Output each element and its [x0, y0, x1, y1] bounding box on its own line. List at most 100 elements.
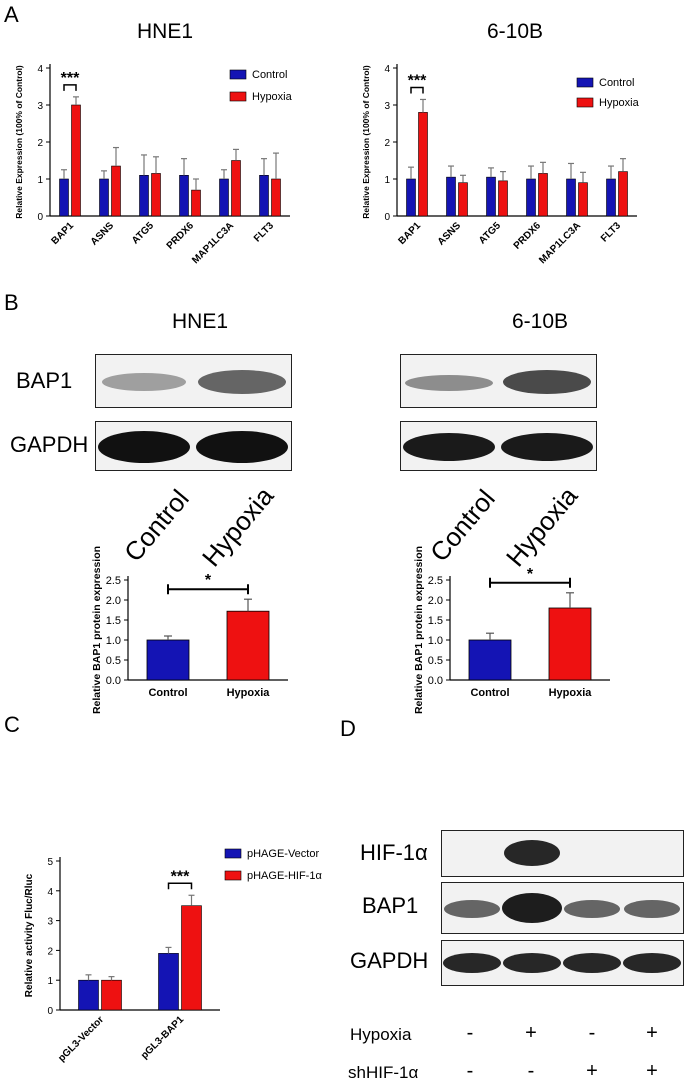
bar-Control: [468, 639, 512, 681]
significance-label: *: [205, 572, 212, 589]
blot-label-d-gapdh: GAPDH: [350, 948, 429, 973]
legend-swatch-pHAGE-HIF-1α: [224, 870, 242, 881]
bar-BAP1-Hypoxia: [71, 104, 81, 217]
blot-d-gapdh-bands: [443, 953, 681, 973]
x-tick-label: ASNS: [436, 220, 464, 248]
y-tick-label: 2: [37, 138, 43, 149]
bar-BAP1-Control: [406, 178, 416, 217]
bar-ASNS-Control: [446, 176, 456, 217]
x-tick-label: pGL3-Vector: [56, 1014, 106, 1064]
y-tick-label: 2.5: [428, 575, 443, 587]
legend-label: pHAGE-Vector: [247, 848, 319, 860]
bar-ASNS-Hypoxia: [111, 165, 121, 217]
significance-bracket: [63, 84, 77, 91]
row-label-shhif: shHIF-1α: [348, 1063, 419, 1082]
bar-pGL3-BAP1-pHAGE-Vector: [158, 953, 179, 1011]
y-tick-label: 1: [47, 976, 53, 987]
blot-d-hif: [441, 830, 684, 877]
row-label-hypoxia: Hypoxia: [350, 1025, 412, 1044]
y-tick-label: 2.0: [106, 595, 121, 607]
bar-FLT3-Control: [259, 175, 269, 217]
blot-hne1-gapdh-bands: [98, 431, 288, 463]
bar-MAP1LC3A-Hypoxia: [578, 182, 588, 217]
lane-label-610b-control: Control: [424, 483, 501, 568]
bar-pGL3-Vector-pHAGE-Vector: [78, 979, 99, 1011]
bar-PRDX6-Hypoxia: [538, 173, 548, 217]
bar-ATG5-Hypoxia: [498, 180, 508, 217]
lane-label-hne1-hypoxia: Hypoxia: [196, 481, 280, 573]
x-tick-label: BAP1: [396, 220, 423, 247]
blot-d-hif-bands: [504, 840, 560, 866]
x-tick-label: MAP1LC3A: [537, 220, 583, 266]
bar-BAP1-Control: [59, 178, 69, 217]
legend-swatch-Control: [576, 77, 594, 88]
y-axis-label: Relative BAP1 protein expression: [91, 546, 103, 714]
blot-title-610b: 6-10B: [511, 310, 569, 333]
sign-hypoxia-1: -: [466, 1022, 474, 1044]
bar-pGL3-Vector-pHAGE-HIF-1α: [101, 979, 122, 1011]
sign-hypoxia-3: -: [588, 1022, 596, 1044]
x-tick-label: BAP1: [49, 220, 76, 247]
y-tick-label: 1.5: [106, 615, 121, 627]
x-tick-label: PRDX6: [512, 220, 544, 252]
y-tick-label: 0: [37, 212, 43, 223]
blot-title-hne1: HNE1: [171, 310, 229, 333]
y-tick-label: 1: [384, 175, 390, 186]
bar-pGL3-BAP1-pHAGE-HIF-1α: [181, 905, 202, 1011]
bar-FLT3-Hypoxia: [271, 178, 281, 217]
significance-bracket: [410, 86, 424, 94]
panel-letter-b: B: [4, 290, 19, 315]
legend-label: Control: [252, 69, 287, 81]
legend-label: Hypoxia: [599, 97, 640, 109]
y-tick-label: 5: [47, 857, 53, 868]
y-tick-label: 4: [384, 64, 390, 75]
sign-hypoxia-4: +: [646, 1022, 658, 1044]
blot-610b-gapdh-bands: [403, 433, 593, 461]
bar-Hypoxia: [226, 610, 270, 681]
legend-swatch-Control: [229, 69, 247, 80]
x-tick-label: ATG5: [130, 220, 156, 246]
y-tick-label: 3: [384, 101, 390, 112]
blot-hne1-bap1: [95, 354, 292, 408]
panel-letter-a: A: [4, 2, 19, 27]
y-tick-label: 0: [47, 1006, 53, 1017]
chart-c: 0 1 2 3 4 5 Relative activity Fluc/Rluc pGL3-Ve…: [24, 848, 322, 1064]
panel-letter-d: D: [340, 716, 356, 741]
x-tick-label: FLT3: [252, 220, 276, 244]
y-tick-label: 1.5: [428, 615, 443, 627]
bar-FLT3-Control: [606, 178, 616, 217]
blot-label-gapdh: GAPDH: [10, 432, 89, 457]
blot-610b-bap1: [400, 354, 597, 408]
lane-label-hne1-control: Control: [118, 483, 195, 568]
bar-MAP1LC3A-Control: [219, 178, 229, 217]
y-tick-label: 0: [384, 212, 390, 223]
legend-swatch-Hypoxia: [576, 97, 594, 108]
legend-label: Control: [599, 77, 634, 89]
x-tick-label: FLT3: [599, 220, 623, 244]
y-tick-label: 1: [37, 175, 43, 186]
sign-shhif-1: -: [466, 1060, 474, 1082]
chart-a-hne1: HNE1 0 1 2 3 4 Relative Expression (100% of Co…: [14, 20, 293, 266]
sign-hypoxia-2: +: [525, 1022, 537, 1044]
y-tick-label: 2.0: [428, 595, 443, 607]
chart-a-610b: 6-10B 0 1 2 3 4 Relative Expression (100% of C…: [361, 20, 640, 266]
y-tick-label: 0.0: [106, 675, 121, 687]
legend-swatch-pHAGE-Vector: [224, 848, 242, 859]
legend-label: Hypoxia: [252, 91, 293, 103]
y-tick-label: 3: [37, 101, 43, 112]
blot-hne1-bap1-bands: [102, 370, 286, 394]
sign-shhif-3: +: [586, 1060, 598, 1082]
x-tick-label: Control: [470, 687, 509, 699]
y-tick-label: 2: [47, 946, 53, 957]
bar-Control: [146, 639, 190, 681]
significance-bracket: [167, 584, 249, 595]
significance-bracket: [167, 882, 193, 890]
y-tick-label: 0.5: [106, 655, 121, 667]
bar-ATG5-Control: [139, 175, 149, 217]
y-tick-label: 4: [47, 887, 53, 898]
x-tick-label: pGL3-BAP1: [139, 1014, 186, 1061]
significance-label: ***: [61, 70, 80, 87]
bar-MAP1LC3A-Hypoxia: [231, 160, 241, 217]
